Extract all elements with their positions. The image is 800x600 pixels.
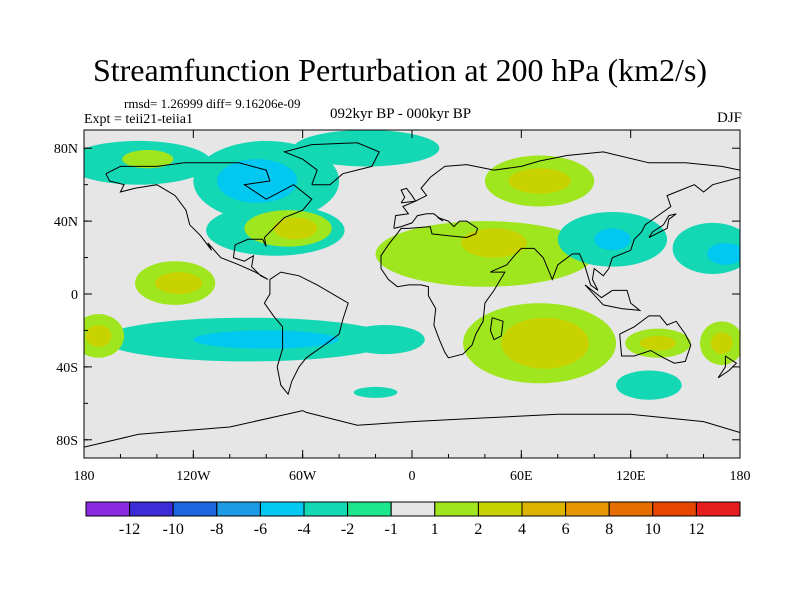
- contour-west-south-pacific-core: [85, 324, 112, 347]
- contour-south-atlantic-south-negative: [353, 386, 398, 398]
- contour-canada-core: [217, 159, 298, 203]
- map-plot-area: 180 120W 60W 0 60E 120E 180 80N 40N 0 40S 80S: [54, 129, 751, 484]
- colorbar-label: -12: [119, 521, 140, 538]
- contour-east-pacific-core: [155, 272, 203, 295]
- colorbar-label: -1: [385, 521, 398, 538]
- coastline-australia: [619, 315, 692, 364]
- coastline-south-america: [263, 271, 349, 396]
- colorbar-swatch: [347, 501, 392, 517]
- map-axes: 180 120W 60W 0 60E 120E 180 80N 40N 0 40S 80S: [54, 130, 751, 484]
- coastline-new-zealand: [717, 355, 738, 379]
- x-tick-label: 60W: [289, 469, 317, 484]
- y-tick-label: 40N: [54, 215, 78, 230]
- coastline-britain: [400, 187, 417, 204]
- contour-north-pacific-positive: [122, 150, 174, 169]
- y-tick-label: 80S: [56, 434, 78, 449]
- colorbar: -12 -10 -8 -6 -4 -2 -1 1 2 4 6 8 10 12: [85, 501, 741, 538]
- coastline-antarctica: [84, 410, 740, 448]
- x-tick-label: 180: [74, 469, 95, 484]
- contour-siberia-core: [508, 168, 571, 194]
- colorbar-swatch: [216, 501, 261, 517]
- y-tick-label: 0: [71, 288, 78, 303]
- contour-south-of-australia-negative: [616, 370, 682, 400]
- colorbar-swatch: [434, 501, 479, 517]
- experiment-label: Expt = teii21-teiia1: [84, 112, 193, 127]
- colorbar-label: 1: [431, 521, 439, 538]
- coastline-japan: [648, 213, 677, 238]
- contour-dateline-south-core: [710, 332, 733, 355]
- colorbar-swatch: [390, 501, 436, 517]
- colorbar-label: -4: [297, 521, 310, 538]
- coastline-eurasia-africa: [380, 151, 740, 359]
- colorbar-swatch: [129, 501, 174, 517]
- colorbar-swatch: [695, 501, 741, 517]
- x-tick-label: 120E: [616, 469, 646, 484]
- contour-south-pacific-core: [193, 330, 340, 349]
- colorbar-swatch: [303, 501, 349, 517]
- y-tick-label: 40S: [56, 361, 78, 376]
- colorbar-swatch: [521, 501, 567, 517]
- contour-middle-east-core: [461, 228, 527, 258]
- colorbar-swatch: [652, 501, 697, 517]
- y-tick-label: 80N: [54, 142, 78, 157]
- colorbar-label: -6: [254, 521, 267, 538]
- coastline-madagascar: [489, 317, 504, 341]
- chart-title: Streamfunction Perturbation at 200 hPa (…: [92, 52, 708, 88]
- contour-fill-layer: [84, 130, 740, 400]
- x-tick-label: 180: [730, 469, 751, 484]
- colorbar-swatch: [85, 501, 131, 517]
- colorbar-label: 12: [688, 521, 704, 538]
- contour-asia-core: [594, 228, 631, 251]
- coastline-indonesia: [584, 284, 642, 312]
- colorbar-label: 6: [562, 521, 570, 538]
- colorbar-swatch: [565, 501, 610, 517]
- x-tick-label: 120W: [176, 469, 211, 484]
- colorbar-swatch: [477, 501, 523, 517]
- season-label: DJF: [716, 110, 742, 126]
- contour-arctic-atlantic-band: [293, 130, 440, 167]
- x-tick-label: 60E: [510, 469, 533, 484]
- colorbar-swatch: [259, 501, 305, 517]
- contour-north-pacific-east-core: [707, 242, 740, 265]
- colorbar-label: -2: [341, 521, 354, 538]
- colorbar-swatch: [608, 501, 654, 517]
- coastline-north-america: [105, 162, 313, 280]
- colorbar-label: -8: [210, 521, 223, 538]
- coastline-greenland: [282, 142, 380, 186]
- colorbar-label: 8: [605, 521, 613, 538]
- period-label: 092kyr BP - 000kyr BP: [330, 106, 472, 122]
- contour-indian-ocean-core: [501, 317, 589, 369]
- contour-south-atlantic-negative: [344, 324, 425, 355]
- statistics-text: rmsd= 1.26999 diff= 9.16206e-09: [124, 96, 301, 111]
- colorbar-label: 4: [518, 521, 526, 538]
- contour-australia-core: [639, 335, 677, 351]
- x-tick-label: 0: [409, 469, 416, 484]
- contour-east-us-core: [273, 217, 318, 240]
- colorbar-swatch: [172, 501, 218, 517]
- coastline-layer: [84, 142, 740, 448]
- colorbar-label: -10: [163, 521, 184, 538]
- colorbar-label: 10: [645, 521, 661, 538]
- colorbar-label: 2: [474, 521, 482, 538]
